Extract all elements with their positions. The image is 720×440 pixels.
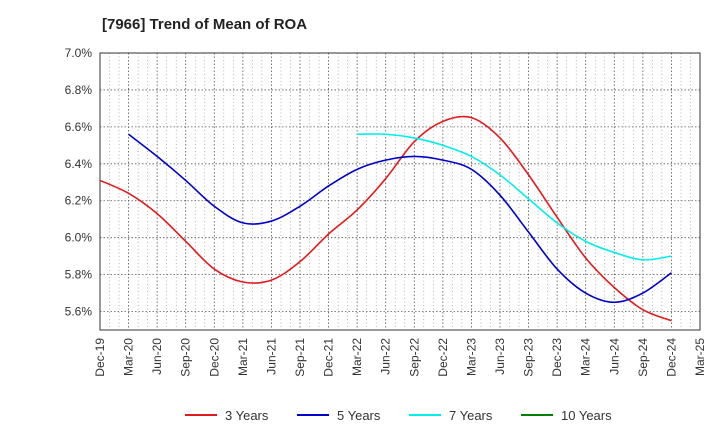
- plot-background: [100, 53, 700, 330]
- x-tick-label: Dec-23: [550, 338, 564, 377]
- series-line-7-years: [357, 133, 672, 261]
- chart-title: [7966] Trend of Mean of ROA: [102, 16, 308, 33]
- y-tick-label: 6.6%: [65, 120, 93, 134]
- x-tick-label: Sep-20: [179, 338, 193, 377]
- x-tick-label: Jun-22: [379, 338, 393, 375]
- legend-label-10-years: 10 Years: [561, 408, 612, 423]
- y-tick-label: 7.0%: [65, 46, 93, 60]
- x-tick-label: Mar-22: [350, 338, 364, 376]
- x-tick-label: Mar-20: [122, 338, 136, 376]
- y-tick-label: 6.0%: [65, 231, 93, 245]
- x-tick-label: Mar-23: [464, 338, 478, 376]
- x-tick-label: Mar-24: [579, 338, 593, 376]
- y-tick-label: 5.8%: [65, 268, 93, 282]
- x-tick-label: Dec-22: [436, 338, 450, 377]
- y-tick-label: 5.6%: [65, 305, 93, 319]
- x-tick-label: Sep-23: [522, 338, 536, 377]
- x-tick-label: Dec-19: [93, 338, 107, 377]
- x-tick-label: Dec-21: [322, 338, 336, 377]
- x-tick-label: Dec-20: [207, 338, 221, 377]
- legend-label-7-years: 7 Years: [449, 408, 493, 423]
- legend-label-3-years: 3 Years: [225, 408, 269, 423]
- x-tick-label: Dec-24: [664, 338, 678, 377]
- x-tick-label: Jun-23: [493, 338, 507, 375]
- series-line-5-years: [128, 133, 672, 304]
- x-tick-label: Sep-24: [636, 338, 650, 377]
- y-tick-label: 6.2%: [65, 194, 93, 208]
- series-line-3-years: [99, 115, 672, 322]
- x-tick-label: Sep-21: [293, 338, 307, 377]
- y-tick-label: 6.8%: [65, 83, 93, 97]
- x-tick-label: Jun-24: [607, 338, 621, 375]
- x-tick-label: Mar-21: [236, 338, 250, 376]
- plot-border: [99, 52, 701, 331]
- x-tick-label: Mar-25: [693, 338, 707, 376]
- x-tick-label: Jun-21: [264, 338, 278, 375]
- x-tick-label: Jun-20: [150, 338, 164, 375]
- legend-label-5-years: 5 Years: [337, 408, 381, 423]
- x-tick-label: Sep-22: [407, 338, 421, 377]
- y-tick-label: 6.4%: [65, 157, 93, 171]
